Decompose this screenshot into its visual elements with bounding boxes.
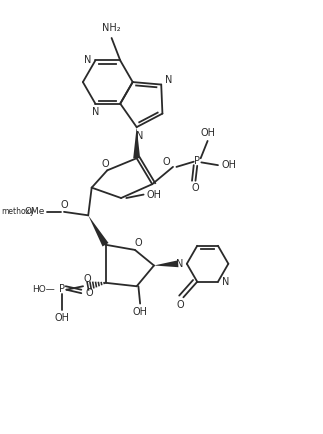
- Text: N: N: [136, 131, 143, 141]
- Text: OH: OH: [201, 128, 216, 138]
- Text: OH: OH: [146, 190, 162, 200]
- Text: N: N: [175, 259, 183, 269]
- Text: N: N: [222, 277, 229, 287]
- Text: N: N: [92, 107, 99, 117]
- Text: N: N: [84, 56, 91, 66]
- Text: OH: OH: [222, 160, 236, 170]
- Text: O: O: [176, 300, 184, 310]
- Text: OMe: OMe: [25, 207, 45, 216]
- Text: O: O: [192, 183, 199, 193]
- Polygon shape: [133, 127, 140, 158]
- Polygon shape: [88, 215, 109, 247]
- Text: O: O: [135, 238, 142, 248]
- Polygon shape: [154, 260, 178, 267]
- Text: NH₂: NH₂: [102, 23, 121, 33]
- Text: P: P: [194, 156, 200, 166]
- Text: O: O: [84, 274, 91, 284]
- Text: OH: OH: [55, 313, 70, 323]
- Text: HO—: HO—: [32, 285, 55, 293]
- Text: O: O: [85, 288, 93, 298]
- Text: O: O: [163, 157, 171, 167]
- Text: P: P: [59, 284, 65, 294]
- Text: N: N: [165, 76, 172, 85]
- Text: O: O: [61, 200, 68, 210]
- Text: methoxy: methoxy: [1, 207, 35, 217]
- Text: O: O: [102, 159, 109, 169]
- Text: OH: OH: [133, 306, 148, 316]
